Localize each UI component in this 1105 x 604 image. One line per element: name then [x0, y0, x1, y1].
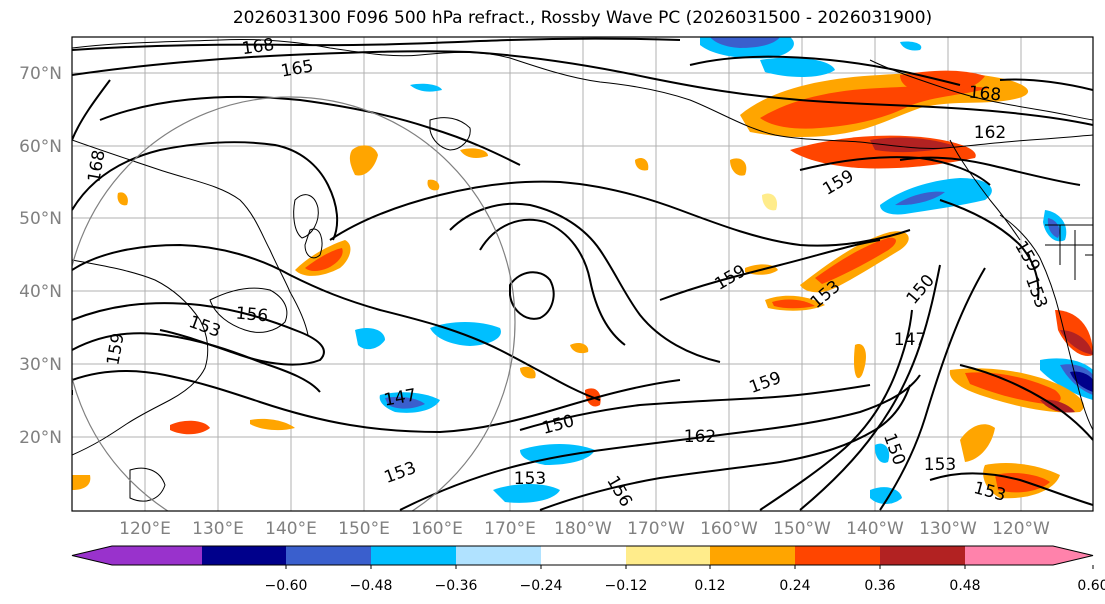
map-gridlines	[72, 37, 1093, 511]
longitude-label: 180°W	[554, 519, 612, 539]
colorbar-outline	[71, 545, 1094, 566]
latitude-label: 20°N	[19, 428, 62, 448]
colorbar-tick-label: −0.48	[350, 578, 393, 594]
latitude-label: 70°N	[19, 64, 62, 84]
contour-label: 162	[974, 123, 1006, 143]
longitude-label: 150°E	[338, 519, 390, 539]
contour-label: 147	[894, 330, 926, 350]
colorbar-tick-label: −0.12	[605, 578, 648, 594]
refractivity-contours	[72, 37, 1093, 511]
colorbar-tick-label: −0.60	[265, 578, 308, 594]
longitude-label: 150°W	[773, 519, 831, 539]
colorbar-segment	[286, 546, 371, 565]
latitude-label: 30°N	[19, 355, 62, 375]
longitude-label: 130°E	[192, 519, 244, 539]
colorbar-tick-label: 0.12	[694, 578, 725, 594]
contour-label: 153	[924, 455, 956, 475]
longitude-label: 160°E	[411, 519, 463, 539]
contour-label: 168	[241, 35, 276, 59]
coastlines	[72, 38, 1093, 502]
latitude-labels: 70°N 60°N 50°N 40°N 30°N 20°N	[19, 64, 62, 448]
colorbar-segment	[880, 546, 965, 565]
colorbar-tick-label: 0.24	[779, 578, 810, 594]
longitude-label: 120°W	[992, 519, 1050, 539]
longitude-label: 130°W	[919, 519, 977, 539]
rossby-wave-circle	[72, 96, 516, 511]
longitude-label: 170°W	[627, 519, 685, 539]
colorbar-tick-label: −0.36	[435, 578, 478, 594]
longitude-label: 170°E	[484, 519, 536, 539]
longitude-label: 120°E	[119, 519, 171, 539]
shading-layer	[72, 37, 1093, 504]
contour-label: 156	[235, 304, 269, 327]
colorbar-segment	[72, 546, 202, 565]
colorbar-tick-label: 0.60	[1077, 578, 1105, 594]
colorbar-segment	[710, 546, 795, 565]
colorbar-segment	[795, 546, 880, 565]
contour-label: 162	[684, 427, 716, 447]
map-frame	[71, 36, 1094, 512]
latitude-label: 60°N	[19, 137, 62, 157]
colorbar-segment	[541, 546, 626, 565]
colorbar-segment	[626, 546, 710, 565]
colorbar-segment	[456, 546, 541, 565]
colorbar-segment	[202, 546, 286, 565]
contour-label: 168	[968, 83, 1002, 106]
colorbar-tick-label: 0.48	[949, 578, 980, 594]
longitude-label: 140°W	[846, 519, 904, 539]
map-title: 2026031300 F096 500 hPa refract., Rossby…	[232, 8, 933, 28]
colorbar-tick-labels: −0.60 −0.48 −0.36 −0.24 −0.12 0.12 0.24 0.36 0.4…	[265, 565, 1105, 594]
colorbar	[71, 545, 1094, 566]
contour-label: 153	[514, 469, 546, 489]
colorbar-segment	[965, 546, 1093, 565]
latitude-label: 50°N	[19, 209, 62, 229]
colorbar-segment	[371, 546, 456, 565]
colorbar-tick-label: 0.36	[864, 578, 895, 594]
longitude-label: 140°E	[265, 519, 317, 539]
colorbar-tick-label: −0.24	[520, 578, 563, 594]
longitude-label: 160°W	[700, 519, 758, 539]
longitude-labels: 120°E 130°E 140°E 150°E 160°E 170°E 180°W 170°W…	[119, 519, 1050, 539]
latitude-label: 40°N	[19, 282, 62, 302]
